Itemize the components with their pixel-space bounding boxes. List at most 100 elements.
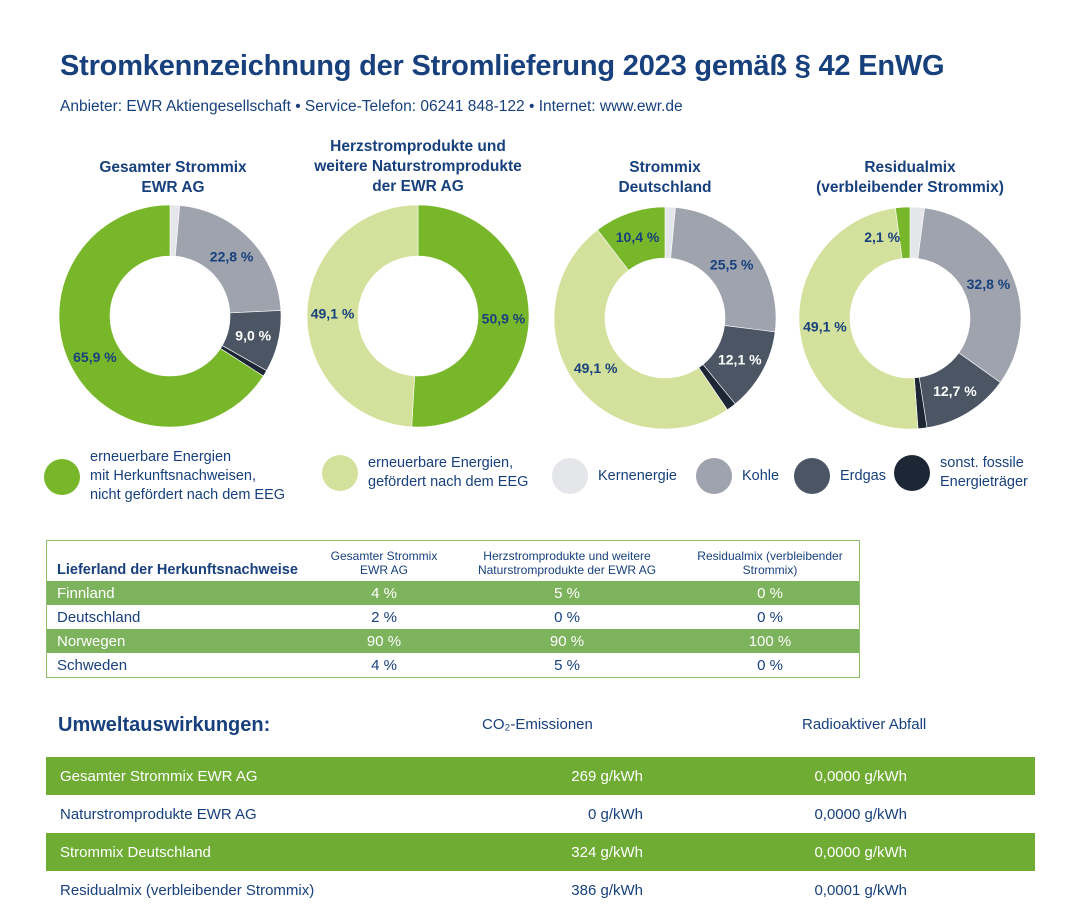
data-label: 12,7 % xyxy=(933,383,977,399)
table-cell: Finnland xyxy=(46,581,315,605)
data-label: 22,8 % xyxy=(210,249,254,265)
page-title: Stromkennzeichnung der Stromlieferung 20… xyxy=(60,50,945,82)
table-cell: 0,0001 g/kWh xyxy=(814,881,907,899)
chart-title-line: Herzstromprodukte und xyxy=(330,138,506,155)
chart-title-line: der EWR AG xyxy=(372,178,464,195)
legend-item-eeg: erneuerbare Energien, gefördert nach dem… xyxy=(322,454,528,492)
table-cell: 100 % xyxy=(681,629,860,653)
table-cell: 0 % xyxy=(681,581,860,605)
data-label: 9,0 % xyxy=(235,328,271,344)
table-cell-spacer xyxy=(907,871,1035,909)
donut-segment-eeg xyxy=(306,204,419,428)
data-label: 10,4 % xyxy=(616,229,660,245)
table-cell: 4 % xyxy=(315,581,453,605)
origin-table: Lieferland der Herkunftsnachweise Gesamt… xyxy=(46,540,860,678)
table-cell: 0 % xyxy=(757,608,783,626)
col-header: Lieferland der Herkunftsnachweise xyxy=(57,562,298,578)
col-header: Herzstromprodukte und weitere Naturstrom… xyxy=(477,549,657,577)
donut-segment-kohle xyxy=(917,207,1022,383)
table-cell: Norwegen xyxy=(46,629,315,653)
donut-segment-eeg xyxy=(553,229,728,430)
table-row: Residualmix (verbleibender Strommix) 386 … xyxy=(46,871,1035,909)
data-label: 50,9 % xyxy=(482,310,526,326)
chart-title-line: (verbleibender Strommix) xyxy=(816,179,1004,196)
table-cell: 5 % xyxy=(453,581,681,605)
table-row: Schweden 4 % 5 % 0 % xyxy=(47,653,860,678)
legend-swatch xyxy=(44,458,80,495)
provider-info: Anbieter: EWR Aktiengesellschaft • Servi… xyxy=(60,98,683,115)
table-cell: 90 % xyxy=(453,629,681,653)
table-cell: 0,0000 g/kWh xyxy=(643,757,907,795)
legend-swatch xyxy=(322,455,358,491)
environment-table: Gesamter Strommix EWR AG 269 g/kWh 0,0000 … xyxy=(46,757,1035,909)
chart-title: Strommix Deutschland xyxy=(535,158,795,198)
data-label: 49,1 % xyxy=(311,306,355,322)
chart-title-line: Residualmix xyxy=(864,159,956,176)
legend-swatch xyxy=(696,458,732,494)
table-cell: Residualmix (verbleibender Strommix) xyxy=(60,881,315,899)
table-cell-spacer xyxy=(907,833,1035,871)
table-cell: 2 % xyxy=(371,608,397,626)
data-label: 25,5 % xyxy=(710,257,754,273)
table-cell: 0,0000 g/kWh xyxy=(814,805,907,823)
table-cell: 90 % xyxy=(315,629,453,653)
table-row: Deutschland 2 % 0 % 0 % xyxy=(47,605,860,629)
donut-segment-kohle xyxy=(670,207,777,333)
table-row: Strommix Deutschland 324 g/kWh 0,0000 g/kW… xyxy=(46,833,1035,871)
table-cell: 0 g/kWh xyxy=(587,805,643,823)
table-cell: 269 g/kWh xyxy=(459,757,643,795)
chart-title-line: Deutschland xyxy=(618,179,712,196)
chart-title-line: weitere Naturstromprodukte xyxy=(314,158,522,175)
donut-segment-hkn xyxy=(597,206,666,271)
waste-header: Radioaktiver Abfall xyxy=(802,716,927,733)
table-cell: Gesamter Strommix EWR AG xyxy=(46,757,459,795)
chart-title-line: EWR AG xyxy=(141,179,205,196)
table-cell: 386 g/kWh xyxy=(571,881,643,899)
data-label: 32,8 % xyxy=(967,276,1011,292)
table-cell: Strommix Deutschland xyxy=(46,833,459,871)
table-row: Naturstromprodukte EWR AG 0 g/kWh 0,0000 g… xyxy=(46,795,1035,833)
table-cell: 0,0000 g/kWh xyxy=(643,833,907,871)
legend-label: Kohle xyxy=(742,467,780,484)
legend-swatch xyxy=(894,455,930,491)
data-label: 2,1 % xyxy=(864,229,900,245)
col-header: Residualmix (verbleibender Strommix) xyxy=(697,549,843,577)
legend: erneuerbare Energien mit Herkunftsnachwe… xyxy=(44,448,1054,508)
chart-title: Residualmix (verbleibender Strommix) xyxy=(780,158,1040,198)
donut-segment-kohle xyxy=(174,205,282,314)
legend-label: Kernenergie xyxy=(598,467,677,484)
chart-title: Gesamter Strommix EWR AG xyxy=(43,158,303,198)
table-cell: 0 % xyxy=(757,656,783,674)
table-cell: 324 g/kWh xyxy=(459,833,643,871)
chart-title-line: Strommix xyxy=(629,159,701,176)
table-cell: Deutschland xyxy=(57,608,141,626)
environment-title: Umweltauswirkungen: xyxy=(58,714,271,736)
donut-segment-hkn xyxy=(895,206,911,259)
legend-item-kern: Kernenergie xyxy=(552,458,677,494)
legend-label: Erdgas xyxy=(840,467,886,484)
legend-item-kohle: Kohle xyxy=(696,458,779,494)
donut-segment-hkn xyxy=(411,204,530,428)
table-cell: Schweden xyxy=(57,656,128,674)
donut-charts: 1,4 %22,8 %9,0 %0,9 %65,9 %50,9 %49,1 %1… xyxy=(58,204,1022,430)
legend-item-sonst: sonst. fossile Energieträger xyxy=(894,454,1028,492)
table-cell: 5 % xyxy=(554,656,580,674)
table-cell: Naturstromprodukte EWR AG xyxy=(60,805,257,823)
legend-swatch xyxy=(552,458,588,494)
table-cell-spacer xyxy=(907,757,1035,795)
legend-item-hkn: erneuerbare Energien mit Herkunftsnachwe… xyxy=(44,448,285,505)
legend-swatch xyxy=(794,458,830,494)
donut-segment-eeg xyxy=(798,207,919,430)
data-label: 49,1 % xyxy=(574,360,618,376)
legend-label: sonst. fossile Energieträger xyxy=(940,455,1028,490)
table-row: Gesamter Strommix EWR AG 269 g/kWh 0,0000 … xyxy=(46,757,1035,795)
legend-label: erneuerbare Energien mit Herkunftsnachwe… xyxy=(90,449,286,503)
data-label: 65,9 % xyxy=(73,349,117,365)
data-label: 12,1 % xyxy=(718,351,762,367)
col-header: Gesamter Strommix EWR AG xyxy=(330,549,438,577)
table-cell: 0 % xyxy=(554,608,580,626)
table-row: Norwegen 90 % 90 % 100 % xyxy=(46,629,860,653)
table-row: Finnland 4 % 5 % 0 % xyxy=(46,581,860,605)
data-label: 49,1 % xyxy=(803,319,847,335)
